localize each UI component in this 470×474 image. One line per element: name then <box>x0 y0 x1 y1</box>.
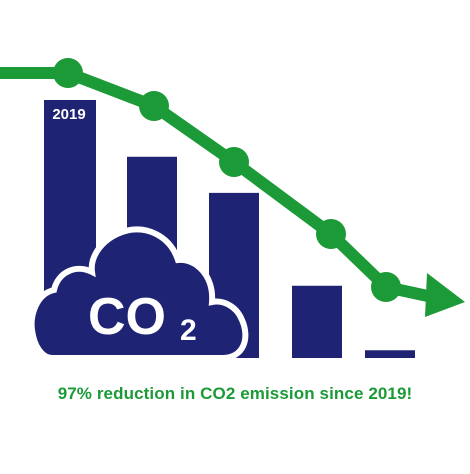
trend-point-2 <box>219 147 249 177</box>
co2-cloud-icon: CO 2 <box>28 226 249 361</box>
cloud-text-subscript: 2 <box>180 314 197 347</box>
caption: 97% reduction in CO2 emission since 2019… <box>57 384 413 403</box>
trend-point-0 <box>53 58 83 88</box>
tick-label-2019: 2019 <box>52 106 85 123</box>
trend-point-4 <box>371 272 401 302</box>
trend-point-3 <box>316 219 346 249</box>
tick-label-2023: 2023 <box>373 356 406 373</box>
bar-mid-3 <box>292 285 342 358</box>
trend-line <box>0 58 465 317</box>
trend-arrowhead <box>425 273 465 317</box>
cloud-shape <box>28 226 249 361</box>
bar-2023 <box>365 350 415 358</box>
bar-labels: 2019 2023 <box>52 106 406 373</box>
cloud-text-co: CO <box>88 288 166 346</box>
trend-point-1 <box>139 91 169 121</box>
